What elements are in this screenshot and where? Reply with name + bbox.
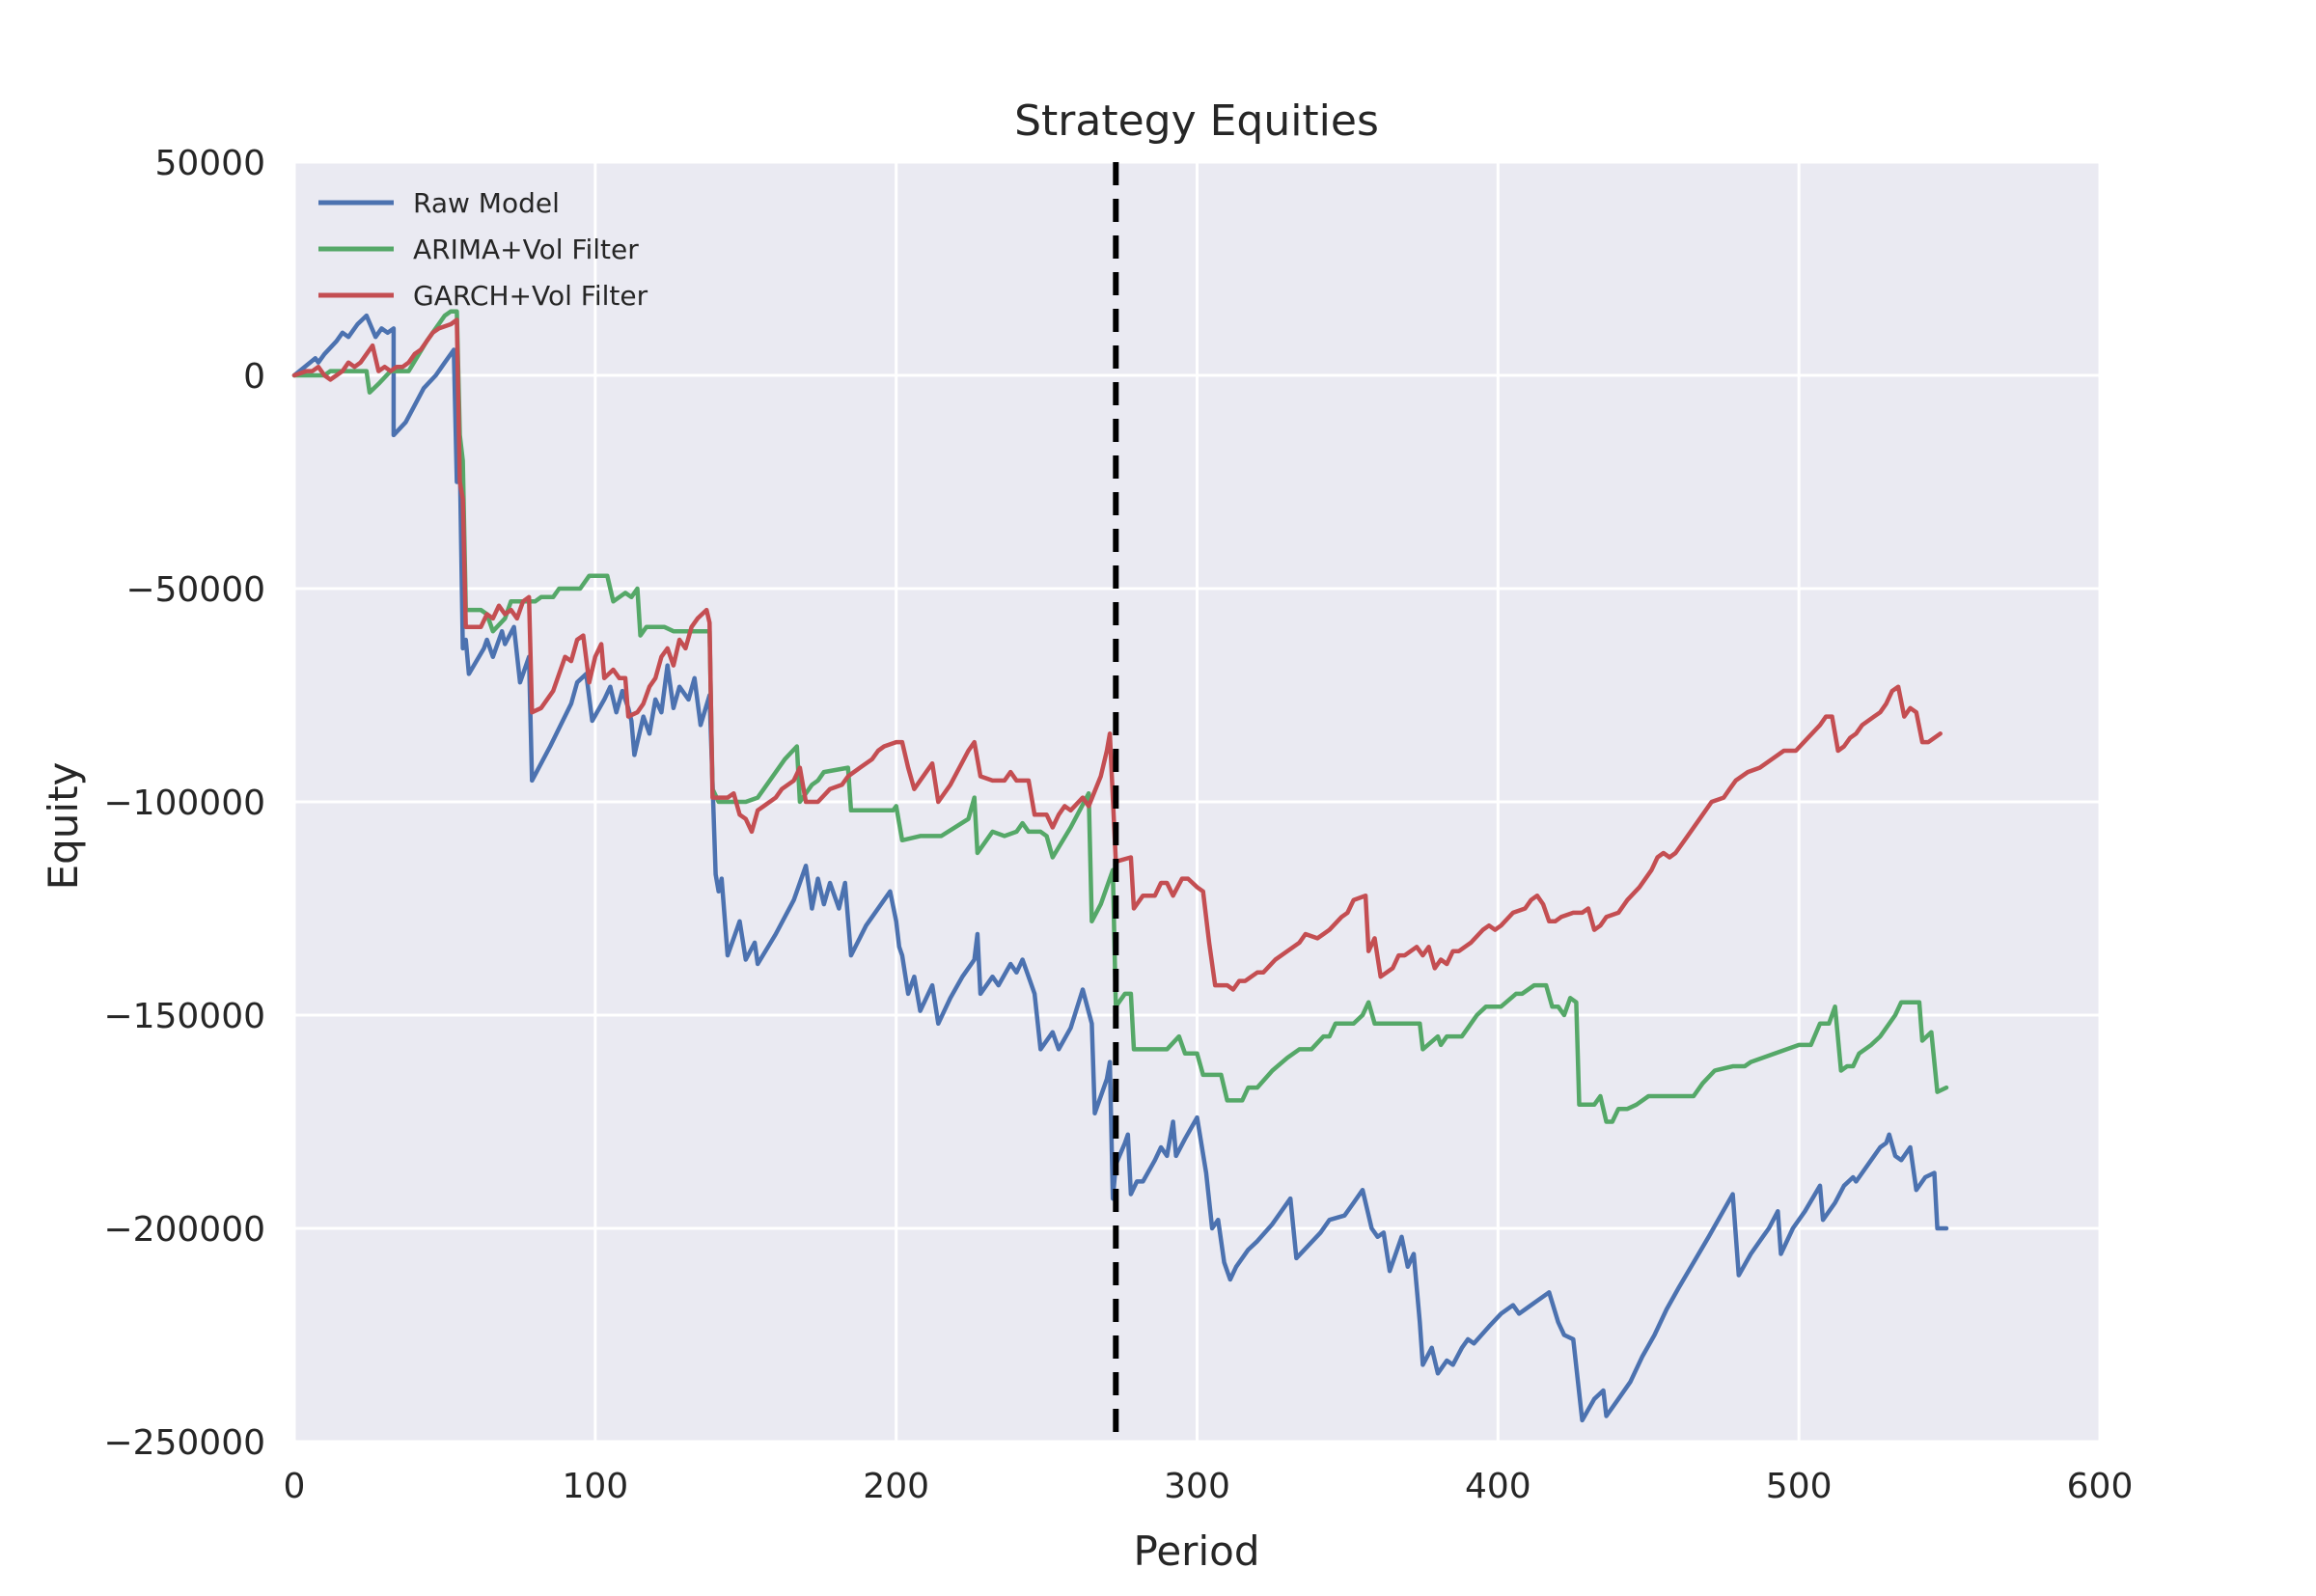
y-tick-labels: 50000 0 −50000 −100000 −150000 −200000 −250000 [103,144,265,1463]
y-tick-label: −50000 [125,570,265,610]
x-tick-label: 200 [863,1467,929,1506]
series-line-garch-vol-filter [291,317,1943,992]
x-tick-label: 600 [2067,1467,2134,1506]
x-tick-label: 0 [284,1467,306,1506]
chart-title: Strategy Equities [1014,96,1379,146]
x-axis-label: Period [1134,1527,1260,1575]
x-tick-label: 300 [1164,1467,1230,1506]
y-tick-label: −150000 [103,997,265,1036]
legend-label: ARIMA+Vol Filter [413,234,639,265]
grid-lines [292,160,2102,1444]
series-line-raw-model [291,313,1949,1423]
y-tick-label: −200000 [103,1210,265,1250]
y-axis-label: Equity [40,762,87,891]
series-lines [291,309,1949,1423]
y-tick-label: −100000 [103,784,265,823]
x-tick-label: 500 [1766,1467,1833,1506]
x-tick-label: 100 [562,1467,628,1506]
y-tick-label: 50000 [154,144,265,183]
x-tick-labels: 0 100 200 300 400 500 600 [284,1467,2134,1506]
series-line-arima-vol-filter [291,309,1949,1124]
y-tick-label: 0 [243,357,265,397]
x-tick-label: 400 [1465,1467,1531,1506]
legend-label: GARCH+Vol Filter [413,280,648,312]
legend-label: Raw Model [413,187,560,219]
legend: Raw Model ARIMA+Vol Filter GARCH+Vol Filte… [318,187,648,312]
y-tick-label: −250000 [103,1423,265,1463]
